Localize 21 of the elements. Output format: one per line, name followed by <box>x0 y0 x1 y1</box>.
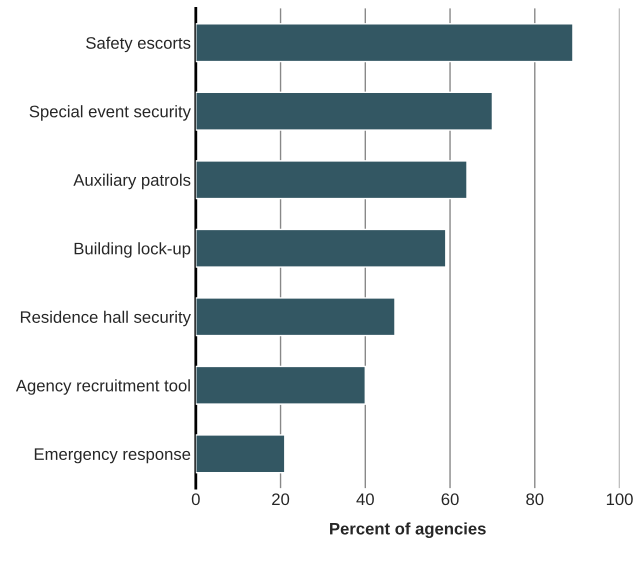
x-tick-label: 80 <box>526 493 544 506</box>
bar <box>196 92 494 131</box>
bar <box>196 366 366 405</box>
x-tick-label: 60 <box>442 493 459 506</box>
bar <box>196 160 468 200</box>
x-tick-label: 40 <box>356 493 374 506</box>
x-tick-label: 20 <box>272 493 290 506</box>
y-tick-label: Agency recruitment tool <box>16 379 190 395</box>
bar <box>196 297 396 336</box>
x-tick-label: 100 <box>606 493 633 506</box>
bar <box>196 23 574 62</box>
y-tick-label: Safety escorts <box>86 36 190 52</box>
y-tick-label: Special event security <box>30 105 191 121</box>
x-axis-title: Percent of agencies <box>330 522 486 538</box>
x-tick-label: 0 <box>192 493 200 506</box>
y-tick-label: Emergency response <box>34 448 190 464</box>
y-tick-label: Auxiliary patrols <box>73 174 190 190</box>
y-tick-label: Building lock-up <box>74 242 190 258</box>
bar <box>196 228 446 268</box>
y-tick-label: Residence hall security <box>20 310 191 326</box>
bar <box>196 434 286 474</box>
